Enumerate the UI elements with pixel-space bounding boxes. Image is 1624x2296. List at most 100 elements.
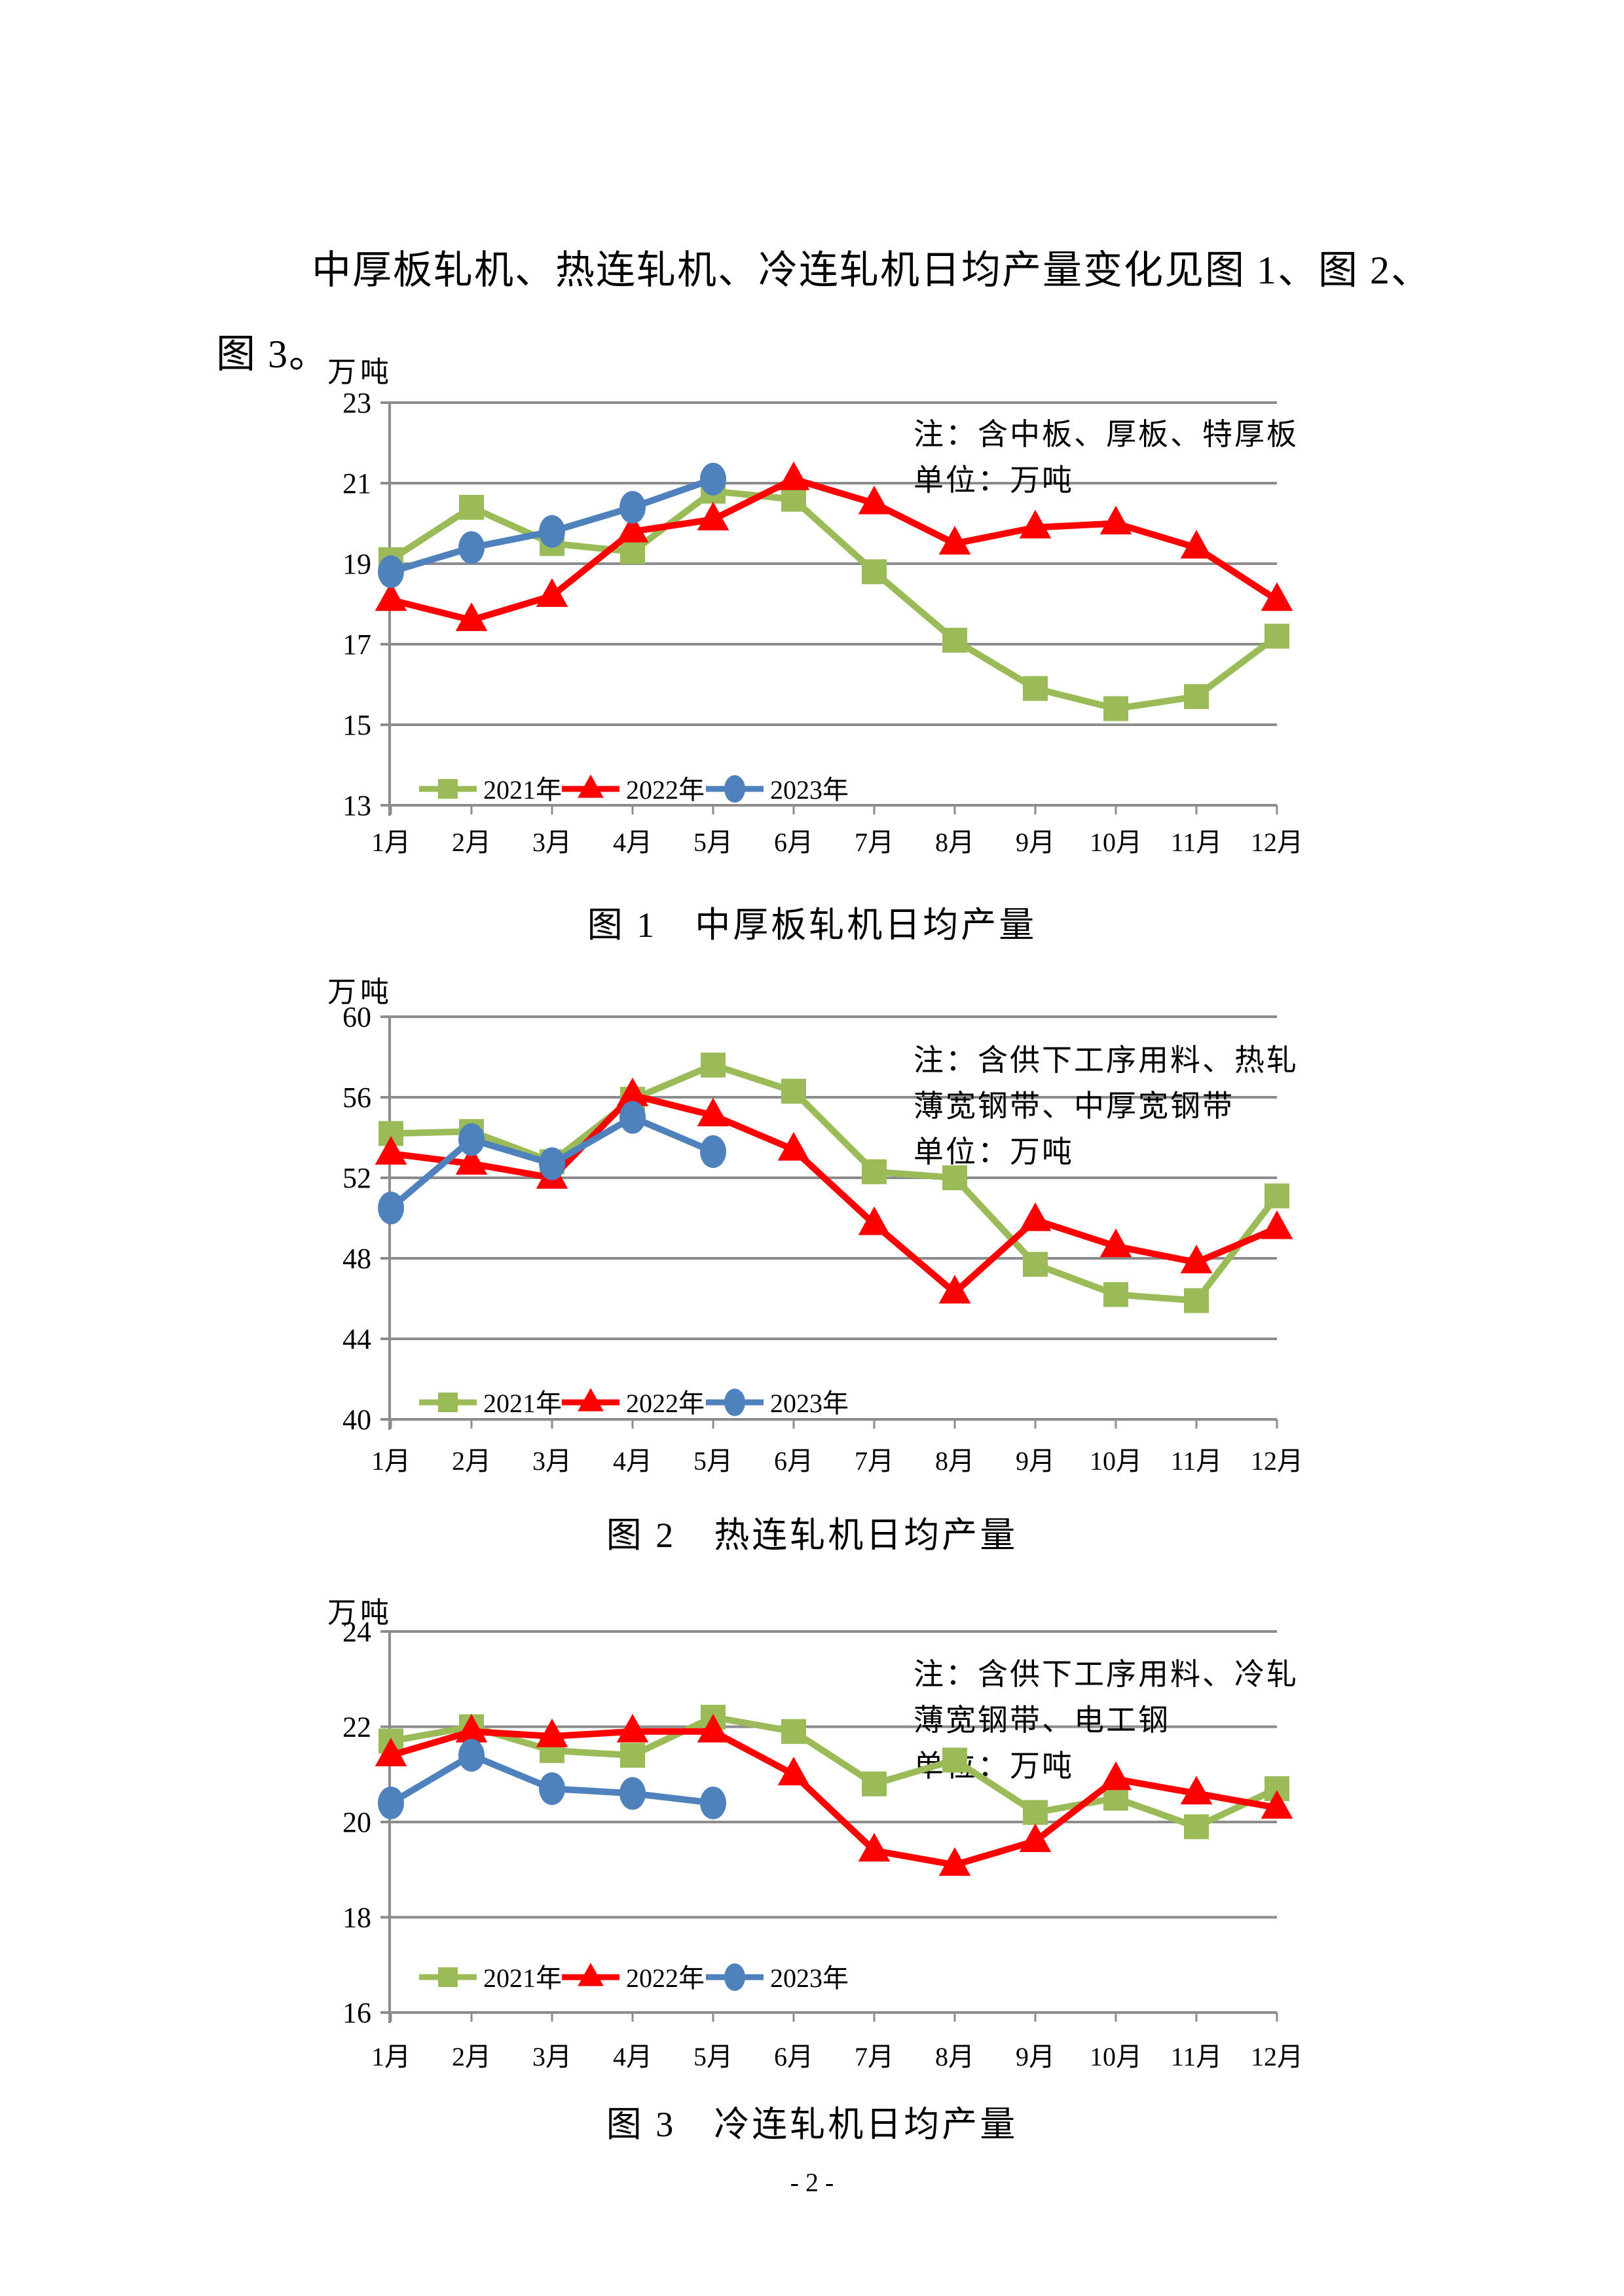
chart-note-line: 单位：万吨 xyxy=(913,464,1074,497)
marker-triangle-icon xyxy=(777,1757,810,1785)
legend-label: 2023年 xyxy=(770,775,849,805)
marker-square-icon xyxy=(438,1393,458,1412)
marker-square-icon xyxy=(438,779,458,799)
marker-square-icon xyxy=(1103,696,1128,721)
marker-triangle-icon xyxy=(578,774,604,798)
x-tick-label: 10月 xyxy=(1090,2042,1142,2071)
marker-triangle-icon xyxy=(375,1738,407,1766)
y-axis-unit-label: 万吨 xyxy=(327,1597,393,1629)
x-axis: 1月 2月 3月 4月 5月 6月 7月 8月 9月 10月 11月 12月 xyxy=(371,1419,1303,1476)
legend-item: 2022年 xyxy=(562,1963,705,1993)
x-tick-label: 12月 xyxy=(1251,2042,1303,2071)
marker-circle-icon xyxy=(458,1739,485,1772)
marker-circle-icon xyxy=(458,1123,485,1156)
chart-2-caption: 图 2 热连轧机日均产量 xyxy=(606,1516,1018,1555)
marker-triangle-icon xyxy=(858,1832,891,1862)
y-tick-label: 60 xyxy=(342,1001,371,1033)
marker-circle-icon xyxy=(539,515,565,548)
chart-note-line: 薄宽钢带、中厚宽钢带 xyxy=(913,1089,1234,1123)
x-tick-label: 11月 xyxy=(1171,828,1223,857)
series-2021年 xyxy=(378,479,1289,721)
x-tick-label: 2月 xyxy=(452,828,491,857)
chart-2-canvas: 60 56 52 48 44 40 万吨 1月 2月 3月 4月 5月 6月 7月 8月 9月 10月 11月 12… xyxy=(327,976,1303,1476)
marker-square-icon xyxy=(781,486,806,512)
marker-square-icon xyxy=(1023,1252,1048,1277)
legend: 2021年 2022年 2023年 xyxy=(419,1963,849,1993)
marker-triangle-icon xyxy=(777,461,810,490)
marker-triangle-icon xyxy=(1261,1210,1293,1239)
legend-label: 2022年 xyxy=(626,775,705,805)
marker-triangle-icon xyxy=(455,602,488,631)
marker-triangle-icon xyxy=(536,578,568,607)
x-tick-label: 11月 xyxy=(1171,2042,1223,2071)
chart-note-line: 单位：万吨 xyxy=(913,1135,1074,1169)
x-tick-label: 6月 xyxy=(774,828,813,857)
marker-triangle-icon xyxy=(1019,1202,1052,1231)
y-tick-label: 17 xyxy=(342,629,371,661)
marker-triangle-icon xyxy=(375,1136,407,1165)
series-2021年 xyxy=(378,1704,1289,1840)
legend-label: 2022年 xyxy=(626,1389,705,1418)
marker-triangle-icon xyxy=(1019,1823,1052,1852)
marker-square-icon xyxy=(1103,1282,1128,1307)
marker-triangle-icon xyxy=(375,582,407,611)
x-tick-label: 6月 xyxy=(774,1446,813,1476)
marker-triangle-icon xyxy=(858,485,891,515)
marker-square-icon xyxy=(942,1747,967,1773)
legend-item: 2021年 xyxy=(419,775,562,805)
x-tick-label: 1月 xyxy=(371,2042,411,2071)
chart-note-line: 注：含供下工序用料、冷轧 xyxy=(913,1658,1299,1691)
legend-item: 2021年 xyxy=(419,1963,562,1993)
legend-label: 2023年 xyxy=(770,1389,849,1418)
marker-triangle-icon xyxy=(1099,505,1132,535)
gridlines xyxy=(390,401,1277,807)
marker-circle-icon xyxy=(724,1389,745,1416)
marker-square-icon xyxy=(620,1743,645,1768)
series-2023年 xyxy=(378,462,726,589)
x-tick-label: 7月 xyxy=(855,828,894,857)
page-number: - 2 - xyxy=(790,2168,834,2197)
chart-3-canvas: 24 22 20 18 16 万吨 1月 2月 3月 4月 5月 6月 7月 8月 9月 10月 11月 12月 注… xyxy=(327,1597,1303,2071)
marker-triangle-icon xyxy=(616,1713,649,1743)
marker-triangle-icon xyxy=(578,1388,604,1412)
marker-triangle-icon xyxy=(616,513,649,543)
marker-triangle-icon xyxy=(1261,582,1293,611)
x-tick-label: 2月 xyxy=(452,1446,491,1476)
marker-circle-icon xyxy=(724,775,745,803)
series-2023年 xyxy=(378,1739,726,1819)
x-tick-label: 3月 xyxy=(532,828,572,857)
marker-triangle-icon xyxy=(1180,1245,1213,1273)
legend-label: 2023年 xyxy=(770,1963,849,1993)
marker-triangle-icon xyxy=(1180,1776,1213,1805)
x-tick-label: 3月 xyxy=(532,1446,572,1476)
x-tick-label: 9月 xyxy=(1016,828,1055,857)
marker-square-icon xyxy=(1023,676,1048,701)
intro-paragraph-line2: 图 3。 xyxy=(216,333,329,376)
marker-circle-icon xyxy=(700,1786,726,1819)
x-tick-label: 8月 xyxy=(935,2042,974,2071)
chart-1-canvas: 23 21 19 17 15 13 万吨 1月 2月 3月 4月 5月 6月 7月 8月 9月 10月 11月 12… xyxy=(327,356,1303,857)
legend-label: 2021年 xyxy=(483,775,562,805)
chart-3-caption: 图 3 冷连轧机日均产量 xyxy=(606,2105,1018,2144)
y-axis xyxy=(380,1630,391,2023)
y-axis-unit-label: 万吨 xyxy=(327,356,393,388)
marker-circle-icon xyxy=(539,1772,565,1806)
marker-circle-icon xyxy=(619,490,646,524)
y-axis-labels: 23 21 19 17 15 13 xyxy=(342,387,371,822)
x-tick-label: 9月 xyxy=(1016,2042,1055,2071)
gridlines xyxy=(390,1630,1277,2014)
marker-square-icon xyxy=(942,627,967,653)
x-tick-label: 8月 xyxy=(935,1446,974,1476)
x-tick-label: 1月 xyxy=(371,828,411,857)
marker-square-icon xyxy=(620,539,645,564)
x-tick-label: 10月 xyxy=(1090,828,1142,857)
x-tick-label: 12月 xyxy=(1251,1446,1303,1476)
marker-square-icon xyxy=(1264,1183,1289,1209)
marker-triangle-icon xyxy=(697,1097,729,1127)
marker-square-icon xyxy=(862,559,887,585)
marker-triangle-icon xyxy=(938,526,971,555)
y-tick-label: 40 xyxy=(342,1404,371,1436)
marker-circle-icon xyxy=(378,555,404,589)
